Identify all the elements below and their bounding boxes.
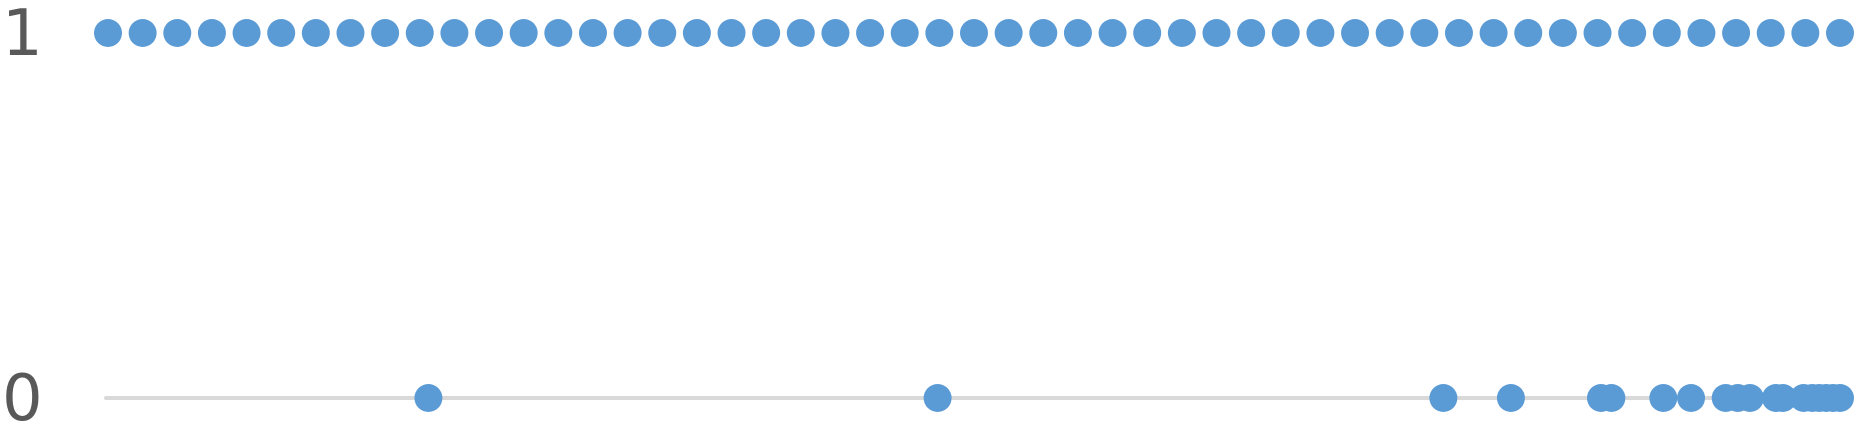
data-point [682,19,711,47]
data-point [1597,384,1626,412]
data-point [94,19,122,47]
data-point [371,19,400,47]
data-point [163,19,192,47]
data-point [856,19,885,47]
data-point [509,19,538,47]
data-point [1735,384,1764,412]
data-point [613,19,642,47]
data-point [1202,19,1231,47]
data-point [475,19,504,47]
data-point [717,19,746,47]
data-point [1687,19,1716,47]
data-point [923,384,952,412]
data-point [1722,19,1751,47]
data-point [440,19,469,47]
data-point [1652,19,1681,47]
data-point [1548,19,1577,47]
data-point [752,19,781,47]
data-point [1029,19,1058,47]
data-point [786,19,815,47]
data-points [94,19,1854,412]
data-point [267,19,296,47]
data-point [821,19,850,47]
data-point [414,384,443,412]
data-point [1237,19,1266,47]
data-point [128,19,157,47]
data-point [1496,384,1525,412]
data-point [1618,19,1647,47]
y-tick-label: 1 [2,0,43,71]
data-point [994,19,1023,47]
data-point [960,19,988,47]
data-point [544,19,573,47]
data-point [1514,19,1543,47]
data-point [336,19,365,47]
data-point [1133,19,1162,47]
data-point [1063,19,1092,47]
data-point [1768,384,1797,412]
data-point [890,19,919,47]
data-point [1306,19,1335,47]
data-point [1756,19,1785,47]
y-tick-label: 0 [2,362,43,427]
data-point [1677,384,1706,412]
data-point [1826,384,1854,412]
data-point [405,19,434,47]
data-point [1444,19,1473,47]
data-point [1098,19,1127,47]
data-point [1375,19,1404,47]
data-point [1826,19,1854,47]
data-point [648,19,677,47]
data-point [197,19,226,47]
data-point [1583,19,1612,47]
data-point [578,19,607,47]
data-point [232,19,261,47]
data-point [301,19,330,47]
data-point [1410,19,1439,47]
data-point [1341,19,1370,47]
data-point [1271,19,1300,47]
data-point [925,19,954,47]
y-axis-ticks: 10 [2,0,43,427]
data-point [1479,19,1508,47]
data-point [1791,19,1820,47]
data-point [1429,384,1458,412]
data-point [1167,19,1196,47]
data-point [1649,384,1678,412]
